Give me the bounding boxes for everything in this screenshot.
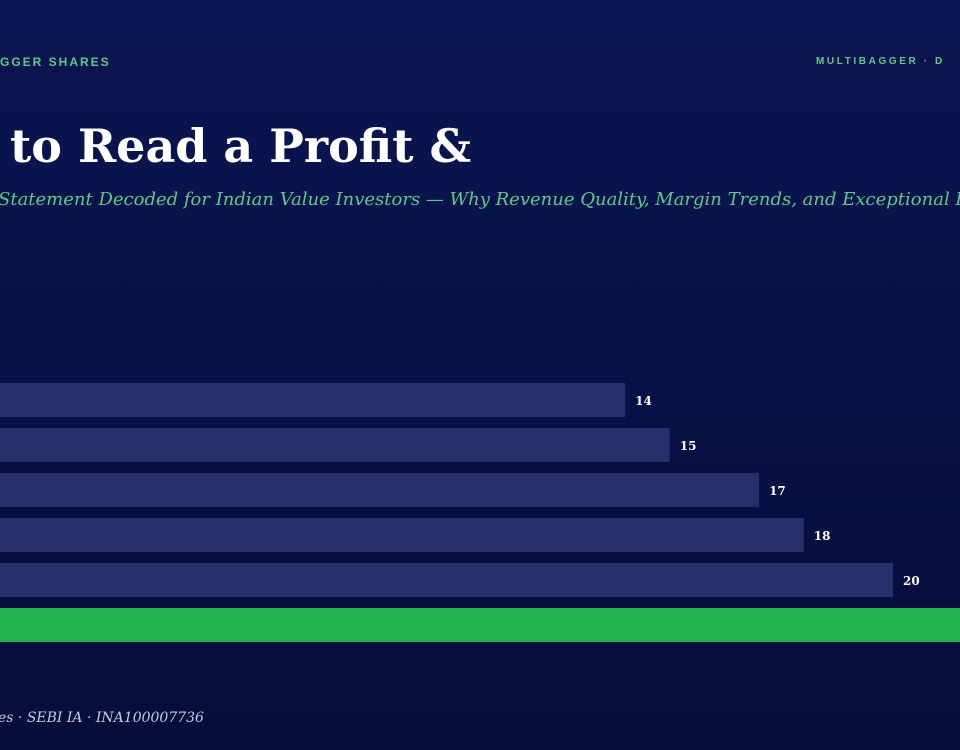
header-right: MULTIBAGGER · D [816, 56, 945, 67]
bar [0, 563, 894, 597]
bar [0, 518, 804, 552]
value-label: 14 [635, 394, 652, 408]
footer: es · SEBI IA · INA100007736 [0, 710, 204, 726]
subtitle: Statement Decoded for Indian Value Inves… [0, 189, 960, 210]
bar [0, 428, 670, 462]
bar [0, 383, 626, 417]
header-left: GGER SHARES [0, 55, 111, 69]
bar [0, 608, 960, 642]
value-label: 15 [680, 439, 697, 453]
value-label: 18 [814, 529, 831, 543]
bar-chart: 14 15 17 18 20 [0, 383, 960, 642]
value-label: 20 [903, 574, 920, 588]
bar [0, 473, 760, 507]
value-label: 17 [769, 484, 786, 498]
title: to Read a Profit & [10, 119, 471, 173]
